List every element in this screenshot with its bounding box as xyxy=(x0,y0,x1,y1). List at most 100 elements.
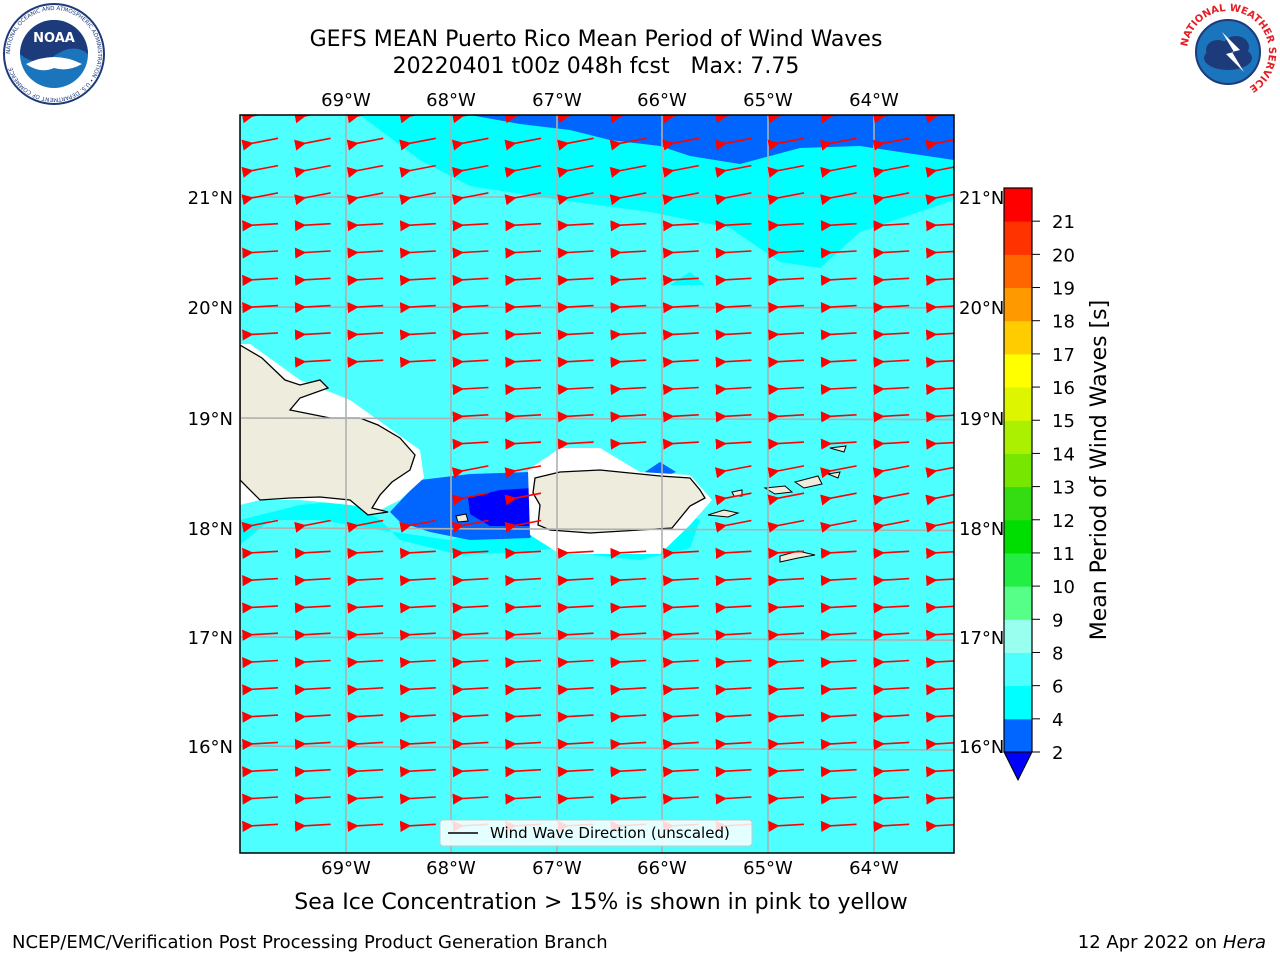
wind-wave-arrow xyxy=(873,411,910,423)
colorbar-cell xyxy=(1004,486,1032,521)
wind-wave-arrow xyxy=(242,302,279,314)
lon-label-bottom: 66°W xyxy=(637,858,687,879)
wind-wave-arrow xyxy=(767,519,805,533)
wind-wave-arrow xyxy=(452,738,489,751)
wind-wave-arrow xyxy=(347,629,384,641)
lon-label-top: 69°W xyxy=(321,90,371,111)
wind-wave-arrow xyxy=(452,793,489,805)
wind-wave-arrow xyxy=(873,247,910,259)
wind-wave-arrow xyxy=(715,356,752,368)
colorbar-tick-label: 6 xyxy=(1052,677,1063,698)
wind-wave-arrow xyxy=(610,302,647,314)
wind-wave-arrow xyxy=(346,519,384,533)
wind-wave-arrow xyxy=(452,302,489,314)
wind-wave-arrow xyxy=(399,711,436,723)
wind-wave-arrow xyxy=(557,602,594,614)
caption: Sea Ice Concentration > 15% is shown in … xyxy=(294,890,908,915)
wind-wave-arrow xyxy=(505,629,542,641)
wind-wave-arrow xyxy=(662,711,699,723)
wind-wave-arrow xyxy=(399,629,436,641)
wind-wave-arrow xyxy=(872,465,910,479)
wind-wave-arrow xyxy=(242,766,279,778)
wind-wave-arrow xyxy=(767,465,805,479)
wind-wave-arrow xyxy=(768,411,805,423)
colorbar-cell xyxy=(1004,685,1032,720)
wind-wave-arrow xyxy=(294,656,331,669)
wind-wave-arrow xyxy=(399,519,436,533)
wind-wave-arrow xyxy=(610,438,647,450)
wind-wave-arrow xyxy=(557,164,594,178)
wind-wave-arrow xyxy=(347,220,384,232)
wind-wave-arrow xyxy=(925,711,954,723)
wind-wave-arrow xyxy=(557,274,594,286)
lat-label-right: 20°N xyxy=(959,298,1004,319)
wind-wave-arrow xyxy=(557,711,594,723)
wind-wave-arrow xyxy=(505,684,542,696)
wind-wave-arrow xyxy=(715,438,752,450)
wind-wave-arrow xyxy=(873,711,910,723)
wind-wave-arrow xyxy=(715,220,752,232)
wind-wave-arrow xyxy=(714,465,752,479)
colorbar-label: Mean Period of Wind Waves [s] xyxy=(1087,300,1112,640)
wind-wave-arrow xyxy=(505,220,542,232)
wind-wave-arrow xyxy=(346,137,384,151)
wind-wave-arrow xyxy=(820,247,857,259)
lat-label-left: 21°N xyxy=(188,188,233,209)
wind-wave-arrow xyxy=(452,356,489,368)
wind-wave-arrow xyxy=(873,602,910,614)
wind-wave-arrow xyxy=(715,547,752,559)
lat-label-left: 16°N xyxy=(188,737,233,758)
footer-credit: NCEP/EMC/Verification Post Processing Pr… xyxy=(12,932,608,953)
colorbar-cell xyxy=(1004,586,1032,620)
colorbar-tick-label: 17 xyxy=(1052,345,1075,366)
title-line-2: 20220401 t00z 048h fcst Max: 7.75 xyxy=(392,54,800,79)
colorbar-tick-label: 16 xyxy=(1052,378,1075,399)
wind-wave-arrow xyxy=(820,766,857,778)
wind-wave-arrow xyxy=(452,547,489,559)
wind-wave-arrow xyxy=(242,793,279,805)
wind-wave-arrow xyxy=(452,711,489,723)
wind-wave-arrow xyxy=(662,575,699,587)
wind-wave-arrow xyxy=(294,766,331,778)
wind-wave-arrow xyxy=(925,329,954,341)
wind-wave-arrow xyxy=(347,547,384,559)
wind-wave-arrow xyxy=(925,411,954,423)
noaa-logo-text: NOAA xyxy=(33,31,75,46)
wind-wave-arrow xyxy=(452,411,489,423)
wind-wave-arrow xyxy=(873,274,910,286)
lon-labels-top: 69°W 68°W 67°W 66°W 65°W 64°W xyxy=(321,90,899,111)
wind-wave-arrow xyxy=(557,766,594,778)
wind-wave-arrow xyxy=(662,220,699,232)
wind-wave-arrow xyxy=(347,820,384,832)
wind-wave-arrow xyxy=(347,302,384,314)
wind-wave-arrow xyxy=(873,793,910,805)
wind-wave-arrow xyxy=(294,220,331,232)
wind-wave-arrow xyxy=(873,738,910,751)
wind-wave-arrow xyxy=(820,137,857,151)
lat-label-left: 20°N xyxy=(188,298,233,319)
wind-wave-arrow xyxy=(872,137,910,151)
wind-wave-arrow xyxy=(820,438,857,450)
wind-wave-arrow xyxy=(451,164,489,178)
wind-wave-arrow xyxy=(347,247,384,259)
wind-wave-arrow xyxy=(714,492,752,506)
wind-wave-arrow xyxy=(505,356,542,368)
wind-wave-arrow xyxy=(505,602,542,614)
wind-wave-arrow xyxy=(452,656,489,669)
wind-wave-arrow xyxy=(557,192,594,206)
wind-wave-arrow xyxy=(873,547,910,559)
parallel-line xyxy=(240,636,954,642)
chart-title: GEFS MEAN Puerto Rico Mean Period of Win… xyxy=(240,26,952,80)
wind-wave-arrow xyxy=(347,575,384,587)
colorbar-cell xyxy=(1004,353,1032,388)
colorbar-tick-label: 2 xyxy=(1052,743,1063,764)
wind-wave-arrow xyxy=(294,247,331,259)
lon-label-bottom: 68°W xyxy=(426,858,476,879)
colorbar-cell xyxy=(1004,320,1032,355)
wind-wave-arrow xyxy=(347,711,384,723)
mona-island xyxy=(455,513,469,523)
wind-wave-arrow xyxy=(399,192,436,206)
vieques-island xyxy=(707,509,740,518)
wind-wave-arrow xyxy=(241,519,279,533)
lon-label-top: 65°W xyxy=(743,90,793,111)
